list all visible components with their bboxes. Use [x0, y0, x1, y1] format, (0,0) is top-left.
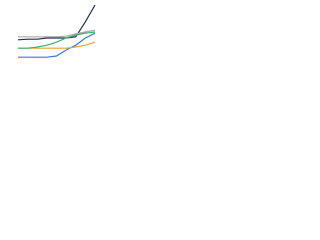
series-line	[18, 29, 96, 38]
series-line	[18, 41, 96, 49]
series-line	[18, 31, 96, 49]
chart	[17, 4, 96, 58]
series-line	[17, 4, 96, 41]
series-line	[18, 32, 96, 58]
page: {"chart_data": {"type": "line", "categor…	[0, 0, 320, 71]
